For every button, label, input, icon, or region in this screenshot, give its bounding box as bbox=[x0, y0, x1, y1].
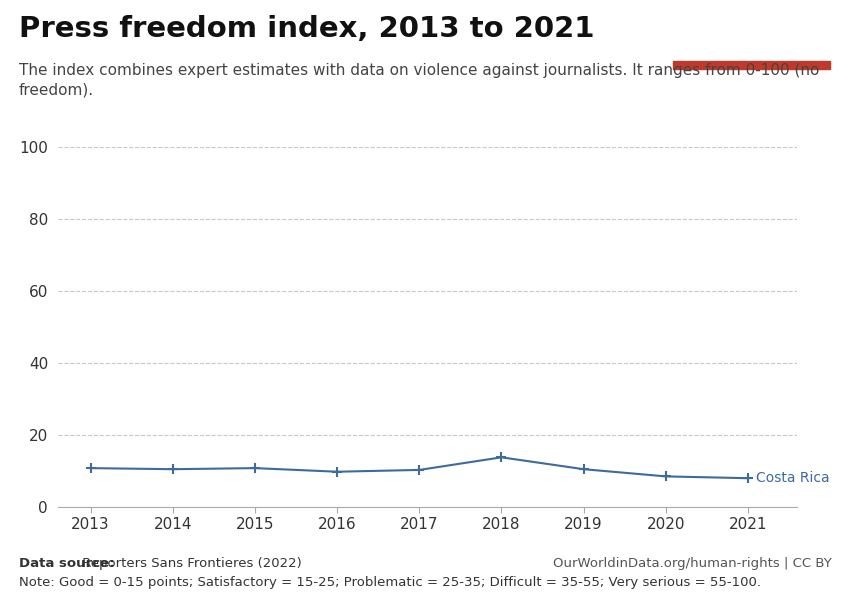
Text: Costa Rica: Costa Rica bbox=[756, 471, 830, 485]
Text: The index combines expert estimates with data on violence against journalists. I: The index combines expert estimates with… bbox=[19, 63, 819, 98]
Bar bbox=[673, 61, 830, 69]
Text: Reporters Sans Frontieres (2022): Reporters Sans Frontieres (2022) bbox=[78, 557, 302, 570]
Text: Press freedom index, 2013 to 2021: Press freedom index, 2013 to 2021 bbox=[19, 15, 594, 43]
Text: Our World
in Data: Our World in Data bbox=[717, 19, 787, 49]
Text: Data source:: Data source: bbox=[19, 557, 114, 570]
Text: OurWorldinData.org/human-rights | CC BY: OurWorldinData.org/human-rights | CC BY bbox=[552, 557, 831, 570]
Text: Note: Good = 0-15 points; Satisfactory = 15-25; Problematic = 25-35; Difficult =: Note: Good = 0-15 points; Satisfactory =… bbox=[19, 576, 761, 589]
